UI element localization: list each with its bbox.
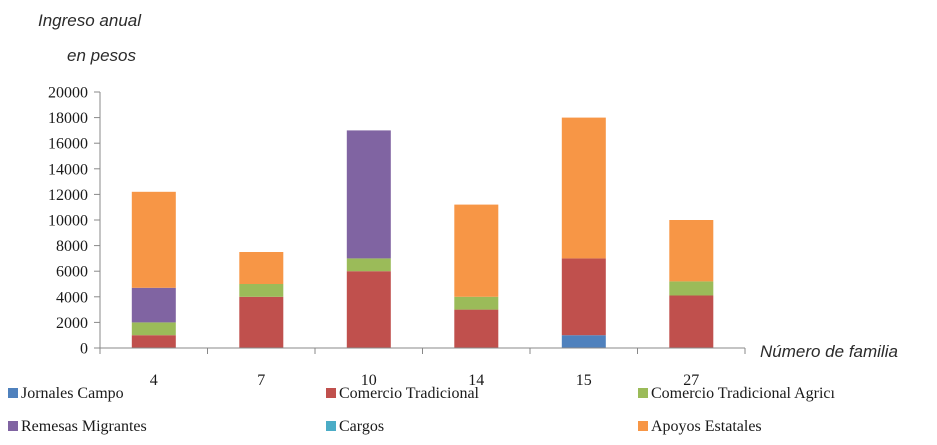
bar-segment-4-s2	[131, 322, 176, 336]
x-tick-label: 7	[257, 372, 265, 389]
bar-segment-4-s5	[131, 191, 176, 288]
bars-layer	[131, 117, 714, 348]
x-axis-title: Número de familia	[760, 342, 898, 361]
bar-segment-15-s5	[561, 117, 606, 259]
legend-swatch	[8, 421, 18, 431]
bar-segment-27-s1	[669, 295, 714, 348]
y-tick-label: 20000	[48, 85, 88, 102]
y-tick-label: 16000	[48, 136, 88, 153]
bar-segment-7-s1	[239, 296, 284, 348]
y-tick-label: 8000	[56, 238, 88, 255]
legend-label: Cargos	[339, 418, 384, 435]
y-axis-title-line1: Ingreso anual	[38, 11, 142, 30]
y-ticks-layer: 0 2000 4000 6000 8000 10000 12000 14000 16000 180…	[48, 85, 100, 358]
legend-label: Apoyos Estatales	[651, 418, 762, 435]
y-tick-label: 4000	[56, 289, 88, 306]
bar-segment-14-s1	[454, 309, 499, 348]
bar-segment-14-s5	[454, 204, 499, 297]
x-tick-label: 15	[576, 372, 592, 389]
bar-segment-27-s5	[669, 220, 714, 282]
y-tick-label: 0	[80, 341, 88, 358]
legend-label: Comercio Tradicional	[339, 385, 480, 402]
bar-segment-7-s5	[239, 252, 284, 284]
bar-segment-15-s0	[561, 335, 606, 348]
bar-segment-15-s1	[561, 258, 606, 336]
bar-segment-7-s2	[239, 284, 284, 297]
y-tick-label: 6000	[56, 264, 88, 281]
y-tick-label: 18000	[48, 110, 88, 127]
bar-segment-10-s2	[346, 258, 391, 272]
x-tick-label: 4	[150, 372, 158, 389]
bar-segment-27-s2	[669, 281, 714, 296]
y-tick-label: 10000	[48, 213, 88, 230]
legend-swatch	[8, 388, 18, 398]
y-axis-title-line2: en pesos	[67, 46, 136, 65]
bar-segment-10-s3	[346, 130, 391, 259]
x-tick-label: 10	[361, 372, 377, 389]
x-tick-label: 27	[683, 372, 699, 389]
legend-label: Jornales Campo	[21, 385, 124, 402]
bar-segment-14-s2	[454, 296, 499, 310]
y-tick-label: 14000	[48, 161, 88, 178]
x-tick-label: 14	[468, 372, 484, 389]
bar-segment-4-s1	[131, 335, 176, 348]
y-tick-label: 2000	[56, 315, 88, 332]
y-tick-label: 12000	[48, 187, 88, 204]
x-ticks-layer: 4 7 10 14 15 27	[99, 348, 746, 389]
bar-segment-4-s3	[131, 287, 176, 323]
legend: Jornales Campo Comercio Tradicional Comerc…	[8, 385, 836, 435]
bar-segment-10-s1	[346, 271, 391, 348]
legend-label: Remesas Migrantes	[21, 418, 147, 435]
legend-swatch	[326, 421, 336, 431]
legend-swatch	[638, 388, 648, 398]
legend-swatch	[638, 421, 648, 431]
legend-label: Comercio Tradicional Agricı	[651, 385, 836, 402]
legend-swatch	[326, 388, 336, 398]
